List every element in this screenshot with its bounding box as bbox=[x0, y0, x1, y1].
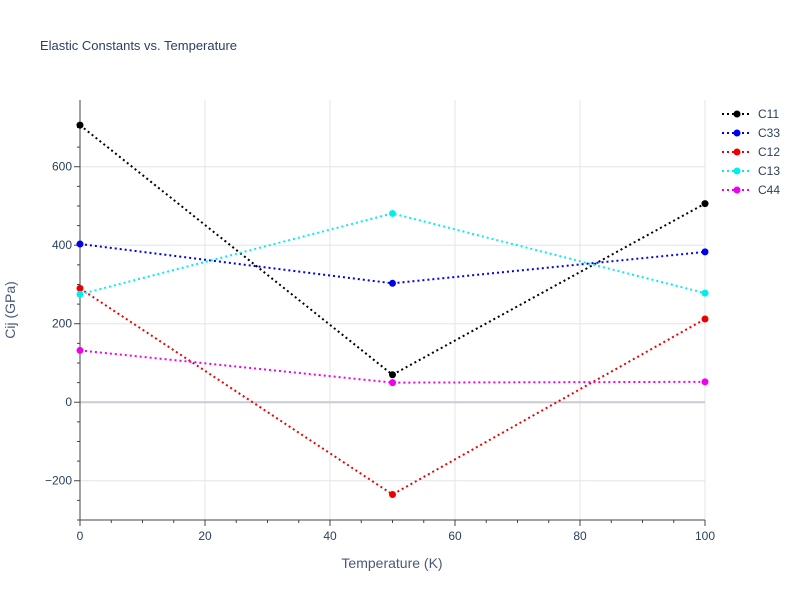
series-line-c11 bbox=[79, 124, 706, 376]
legend[interactable]: C11 C33 C12 C13 C44 bbox=[722, 107, 780, 197]
legend-marker bbox=[733, 186, 741, 194]
data-point-c12 bbox=[389, 490, 396, 498]
x-tick-label: 40 bbox=[323, 529, 337, 543]
x-tick-label: 100 bbox=[695, 529, 715, 543]
x-axis-title: Temperature (K) bbox=[341, 555, 442, 571]
data-point-c33 bbox=[76, 240, 84, 248]
legend-item-c12[interactable]: C12 bbox=[722, 145, 780, 159]
x-tick-label: 20 bbox=[198, 529, 212, 543]
grid bbox=[80, 100, 706, 520]
y-tick-label: 0 bbox=[65, 395, 72, 409]
axes: −200 0 200 400 600 0 20 40 60 80 100 bbox=[45, 100, 715, 543]
legend-item-c33[interactable]: C33 bbox=[722, 126, 780, 140]
data-point-c11 bbox=[389, 371, 396, 379]
chart-title: Elastic Constants vs. Temperature bbox=[40, 38, 237, 53]
legend-item-c13[interactable]: C13 bbox=[722, 164, 780, 178]
legend-item-c11[interactable]: C11 bbox=[722, 107, 779, 121]
y-tick-label: 600 bbox=[52, 160, 72, 174]
legend-label: C11 bbox=[758, 107, 779, 121]
y-tick-label: 200 bbox=[52, 317, 72, 331]
series-line-c12 bbox=[79, 287, 706, 496]
data-point-c13 bbox=[389, 209, 396, 217]
data-point-c44 bbox=[701, 378, 709, 386]
data-point-c33 bbox=[701, 248, 709, 256]
legend-marker bbox=[733, 148, 741, 156]
legend-label: C13 bbox=[758, 164, 780, 178]
data-point-c44 bbox=[389, 379, 396, 387]
legend-label: C44 bbox=[758, 183, 780, 197]
legend-label: C33 bbox=[758, 126, 780, 140]
data-point-c44 bbox=[76, 346, 84, 354]
data-point-c33 bbox=[389, 279, 396, 287]
legend-label: C12 bbox=[758, 145, 780, 159]
data-point-c11 bbox=[701, 200, 709, 208]
legend-marker bbox=[733, 167, 741, 175]
series-line-c33 bbox=[79, 243, 706, 285]
y-axis-title: Cij (GPa) bbox=[2, 281, 18, 339]
data-point-c11 bbox=[76, 121, 84, 129]
x-tick-label: 60 bbox=[448, 529, 462, 543]
y-tick-label: −200 bbox=[45, 474, 72, 488]
data-point-c13 bbox=[76, 290, 84, 298]
x-tick-label: 80 bbox=[573, 529, 587, 543]
y-tick-label: 400 bbox=[52, 238, 72, 252]
legend-marker bbox=[733, 129, 741, 137]
series-group bbox=[76, 121, 709, 498]
data-point-c12 bbox=[701, 315, 709, 323]
data-point-c13 bbox=[701, 289, 709, 297]
legend-item-c44[interactable]: C44 bbox=[722, 183, 780, 197]
x-tick-label: 0 bbox=[77, 529, 84, 543]
legend-marker bbox=[733, 110, 741, 118]
data-point-c12 bbox=[76, 284, 84, 292]
